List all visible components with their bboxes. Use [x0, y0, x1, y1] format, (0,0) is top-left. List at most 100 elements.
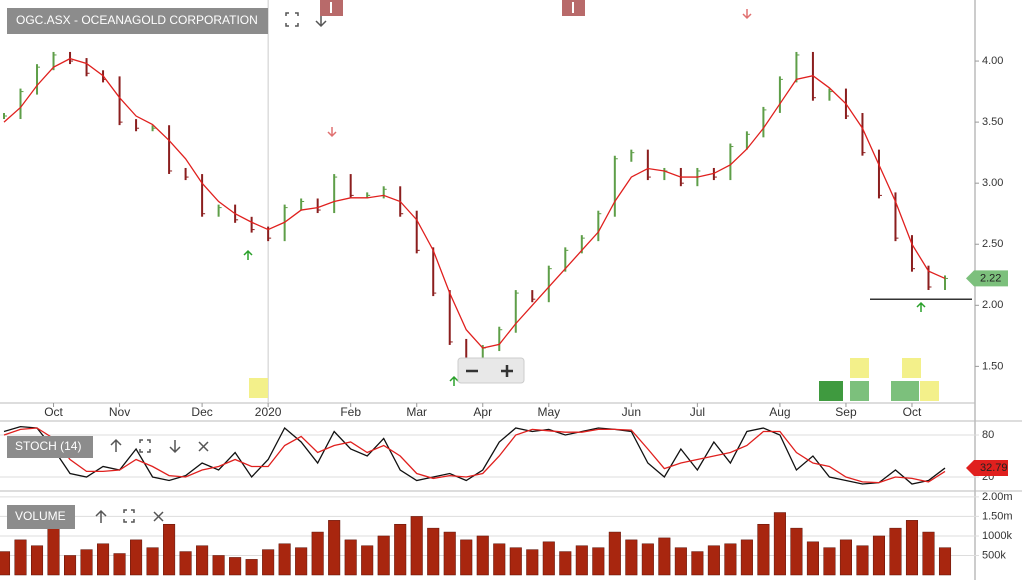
- volume-bar: [674, 547, 687, 576]
- volume-bar: [757, 523, 770, 576]
- volume-bar: [80, 549, 93, 576]
- volume-bar: [658, 537, 671, 576]
- volume-bar: [262, 549, 275, 576]
- volume-bar: [394, 523, 407, 576]
- y-tick-label: 1.50m: [982, 510, 1013, 522]
- volume-bar: [740, 539, 753, 576]
- volume-bar: [872, 535, 885, 576]
- volume-bar: [443, 531, 456, 576]
- x-tick-label: Sep: [835, 405, 857, 419]
- price-bar: [415, 210, 418, 254]
- price-bar: [944, 275, 946, 290]
- price-bar: [118, 76, 121, 126]
- price-bar: [168, 125, 171, 174]
- price-bar: [36, 64, 39, 95]
- price-bar: [894, 192, 897, 242]
- volume-bar: [476, 535, 489, 576]
- price-bar: [564, 247, 567, 272]
- volume-bar: [410, 516, 423, 576]
- volume-bar: [938, 547, 952, 576]
- price-bar: [828, 88, 831, 101]
- volume-bar: [47, 527, 60, 576]
- zoom-control[interactable]: [457, 357, 525, 384]
- volume-bar: [889, 527, 902, 576]
- price-bar: [19, 88, 22, 120]
- volume-bar: [377, 535, 390, 576]
- event-badges[interactable]: [249, 358, 939, 401]
- volume-bar: [526, 549, 539, 576]
- price-bar: [201, 174, 204, 217]
- price-bar: [795, 51, 798, 83]
- volume-bar: [0, 551, 11, 576]
- price-bar: [250, 216, 253, 233]
- volume-bar: [790, 527, 803, 576]
- volume-bar: [592, 547, 605, 576]
- volume-bar: [278, 543, 291, 576]
- value-tag-label: 2.22: [980, 272, 1001, 284]
- price-bar: [514, 290, 517, 333]
- x-tick-label: Oct: [903, 405, 922, 419]
- y-tick-label: 2.00m: [982, 491, 1013, 503]
- volume-bar: [196, 545, 209, 576]
- volume-bar: [641, 543, 654, 576]
- volume-bar: [130, 539, 143, 576]
- price-bar: [333, 174, 336, 214]
- volume-bar: [97, 543, 110, 576]
- x-tick-label: Mar: [406, 405, 427, 419]
- panel-title: VOLUME: [15, 509, 66, 523]
- title-box: [7, 8, 268, 34]
- value-tag: [966, 460, 1008, 477]
- title-box: [7, 505, 75, 529]
- volume-bar: [707, 545, 720, 576]
- volume-bar: [179, 551, 192, 576]
- volume-bar: [724, 543, 737, 576]
- volume-bar: [839, 539, 852, 576]
- volume-bar: [905, 520, 919, 576]
- volume-bar: [146, 547, 159, 576]
- volume-bar: [30, 545, 44, 576]
- y-tick-label: 1000k: [982, 530, 1012, 542]
- x-tick-label: Apr: [473, 405, 492, 419]
- price-bar: [316, 198, 319, 214]
- price-bar: [729, 143, 732, 181]
- event-marker-glyph: [330, 2, 574, 13]
- volume-bar: [245, 559, 258, 576]
- volume-bar: [493, 543, 506, 576]
- price-bar: [910, 235, 913, 272]
- volume-bar: [691, 551, 704, 576]
- y-tick-label: 500k: [982, 549, 1006, 561]
- x-tick-label: Feb: [340, 405, 361, 419]
- volume-bar: [542, 541, 555, 576]
- price-bar: [217, 204, 220, 217]
- x-tick-label: Jul: [690, 405, 705, 419]
- price-bar: [85, 58, 88, 77]
- volume-bar: [311, 531, 324, 576]
- volume-bar: [509, 547, 522, 576]
- x-tick-label: Oct: [44, 405, 63, 419]
- y-tick-label: 2.00: [982, 299, 1003, 311]
- volume-bar: [295, 547, 308, 576]
- price-bar: [52, 51, 55, 71]
- price-bar: [547, 265, 550, 303]
- x-tick-label: Nov: [109, 405, 130, 419]
- title-box: [7, 436, 93, 458]
- y-tick-label: 1.50: [982, 360, 1003, 372]
- volume-bar: [212, 555, 225, 576]
- toolbar-icons[interactable]: [95, 12, 327, 523]
- price-bar: [630, 149, 633, 162]
- panel-title: STOCH (14): [15, 439, 81, 453]
- volume-bar: [14, 539, 27, 576]
- price-bar: [481, 345, 484, 364]
- volume-bar: [361, 545, 374, 576]
- price-bar: [580, 235, 583, 254]
- price-bar: [300, 198, 303, 211]
- x-tick-label: 2020: [255, 405, 282, 419]
- signal-arrows: [243, 9, 926, 386]
- price-bar: [613, 155, 616, 217]
- volume-bar: [608, 531, 621, 576]
- price-bar: [498, 326, 501, 352]
